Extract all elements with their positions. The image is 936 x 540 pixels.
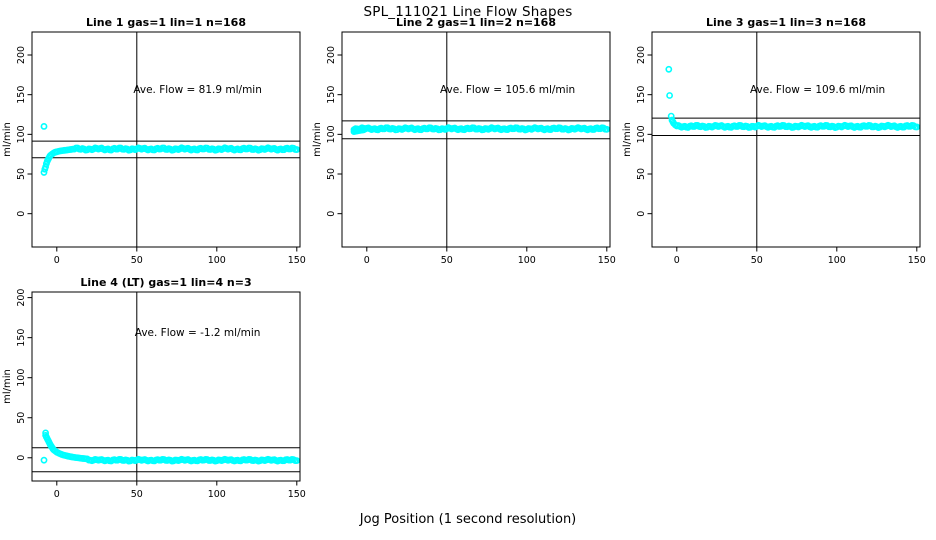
y-tick-label: 50 — [636, 168, 647, 180]
average-flow-annotation: Ave. Flow = 81.9 ml/min — [133, 84, 262, 96]
y-tick-label: 50 — [326, 168, 337, 180]
plot-box — [31, 291, 301, 482]
x-tick-label: 150 — [288, 255, 306, 266]
y-tick-label: 100 — [636, 125, 647, 143]
x-tick-label: 100 — [208, 489, 226, 500]
y-tick-label: 150 — [16, 86, 27, 104]
subplot-title: Line 3 gas=1 lin=3 n=168 — [706, 16, 866, 29]
x-tick-label: 50 — [751, 255, 763, 266]
subplot-1: 0 50 100 150 0 50 100 150 200 ml/min Line 1 gas=1 … — [2, 16, 306, 266]
x-tick-label: 150 — [288, 489, 306, 500]
y-tick-label: 100 — [16, 125, 27, 143]
y-axis-label: ml/min — [312, 122, 323, 157]
y-tick-label: 150 — [16, 329, 27, 347]
x-tick-label: 0 — [674, 255, 680, 266]
y-axis-label: ml/min — [2, 122, 13, 157]
x-tick-label: 50 — [131, 489, 143, 500]
x-tick-label: 50 — [441, 255, 453, 266]
y-tick-label: 100 — [326, 125, 337, 143]
x-tick-label: 0 — [54, 255, 60, 266]
x-tick-label: 150 — [598, 255, 616, 266]
data-point — [913, 123, 921, 131]
x-tick-label: 100 — [828, 255, 846, 266]
y-tick-label: 150 — [326, 86, 337, 104]
x-tick-label: 150 — [908, 255, 926, 266]
x-tick-label: 100 — [518, 255, 536, 266]
data-point — [293, 457, 301, 464]
subplot-title: Line 1 gas=1 lin=1 n=168 — [86, 16, 246, 29]
average-flow-annotation: Ave. Flow = -1.2 ml/min — [135, 327, 261, 339]
data-point — [42, 429, 49, 437]
y-tick-label: 200 — [16, 289, 27, 307]
figure-title: SPL_111021 Line Flow Shapes — [363, 4, 573, 20]
subplot-2: 0 50 100 150 0 50 100 150 200 ml/min Line 2 gas=1 … — [312, 16, 616, 266]
data-point — [666, 92, 673, 99]
y-tick-label: 0 — [636, 211, 647, 217]
x-tick-label: 100 — [208, 255, 226, 266]
data-point — [603, 125, 611, 133]
subplot-3: 0 50 100 150 0 50 100 150 200 ml/min Line 3 gas=1 … — [622, 16, 926, 266]
y-axis-label: ml/min — [622, 122, 633, 157]
x-tick-label: 50 — [131, 255, 143, 266]
average-flow-annotation: Ave. Flow = 109.6 ml/min — [750, 84, 885, 96]
y-tick-label: 200 — [326, 46, 337, 64]
plot-box — [341, 31, 611, 248]
y-tick-label: 50 — [16, 168, 27, 180]
data-point — [665, 65, 673, 73]
y-tick-label: 150 — [636, 86, 647, 104]
y-tick-label: 200 — [16, 46, 27, 64]
y-axis-label: ml/min — [2, 369, 13, 404]
plot-box — [31, 31, 301, 248]
y-tick-label: 0 — [16, 211, 27, 217]
x-tick-label: 0 — [54, 489, 60, 500]
subplot-title: Line 4 (LT) gas=1 lin=4 n=3 — [80, 276, 251, 289]
y-tick-label: 0 — [16, 455, 27, 461]
plot-box — [651, 31, 921, 248]
data-point — [40, 123, 48, 130]
x-tick-label: 0 — [364, 255, 370, 266]
y-tick-label: 50 — [16, 412, 27, 424]
subplot-4: 0 50 100 150 0 50 100 150 200 ml/min Line 4 (LT) g… — [2, 276, 306, 500]
subplot-title: Line 2 gas=1 lin=2 n=168 — [396, 16, 556, 29]
data-point — [293, 146, 301, 153]
y-tick-label: 200 — [636, 46, 647, 64]
y-tick-label: 100 — [16, 369, 27, 387]
average-flow-annotation: Ave. Flow = 105.6 ml/min — [440, 84, 575, 96]
figure-x-axis-label: Jog Position (1 second resolution) — [359, 512, 577, 527]
data-point — [40, 456, 48, 464]
y-tick-label: 0 — [326, 211, 337, 217]
